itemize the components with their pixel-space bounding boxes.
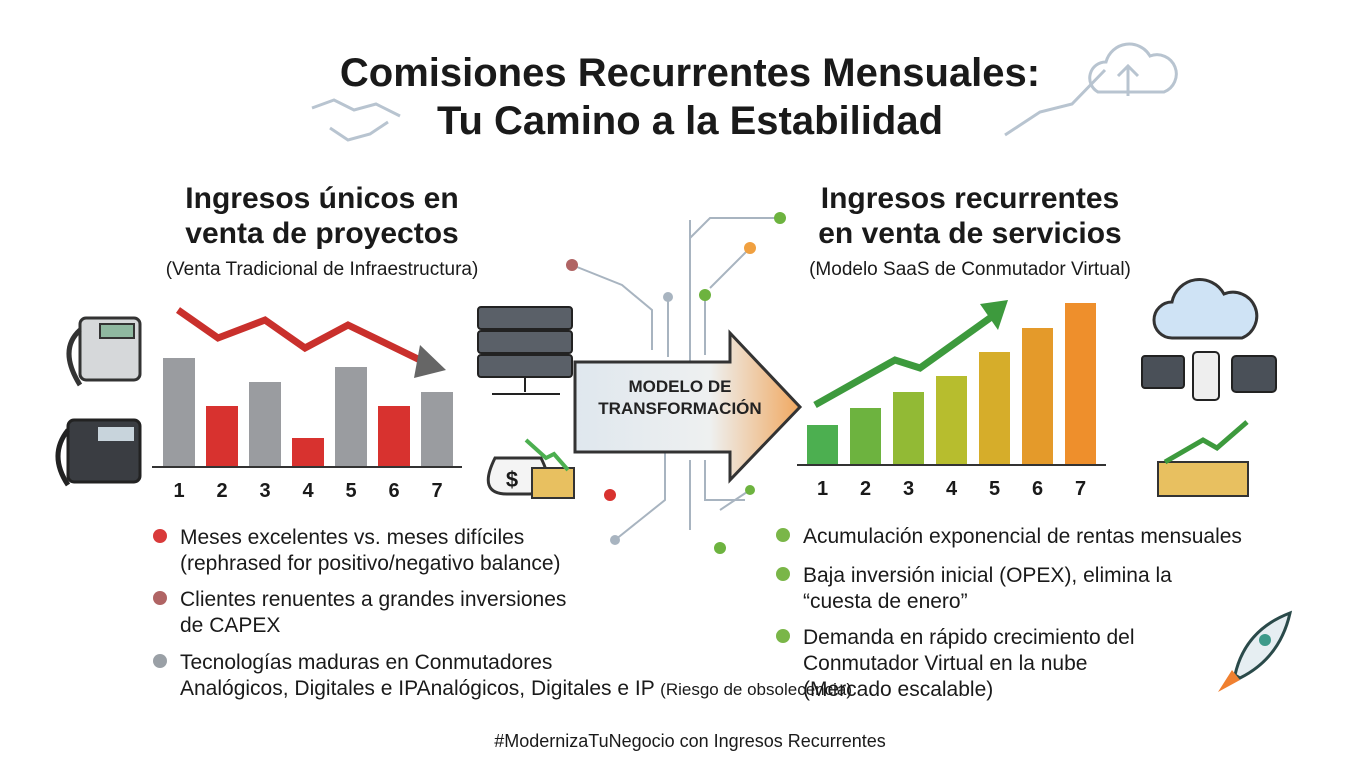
bullet-text: (Mercado escalable) (803, 678, 993, 701)
footer: #ModernizaTuNegocio con Ingresos Recurre… (494, 731, 886, 751)
title: Comisiones Recurrentes Mensuales: (340, 51, 1040, 95)
x-tick-label: 5 (345, 480, 356, 502)
trend-line (813, 315, 993, 409)
bar (850, 408, 881, 465)
x-tick-label: 3 (259, 480, 270, 502)
x-tick-label: 6 (1032, 478, 1043, 500)
bullet-dot (776, 629, 790, 643)
panel-heading: Ingresos recurrentes (821, 182, 1119, 215)
server-icon (477, 306, 573, 395)
x-tick-label: 7 (431, 480, 442, 502)
circuit-lines (571, 217, 780, 541)
trend-line (175, 307, 422, 364)
bullet-text: “cuesta de enero” (803, 590, 968, 613)
bullet-dot (776, 567, 790, 581)
bar (979, 352, 1010, 465)
bullet-text: Baja inversión inicial (OPEX), elimina l… (803, 564, 1172, 587)
x-tick-label: 2 (860, 478, 871, 500)
arrow-text: MODELO DE (629, 377, 732, 396)
bullet-dot (153, 654, 167, 668)
bar (292, 438, 324, 467)
panel-heading: en venta de servicios (818, 217, 1122, 250)
arrow-text: TRANSFORMACIÓN (598, 399, 761, 418)
bar (807, 425, 838, 465)
bullet-text: Demanda en rápido crecimiento del (803, 626, 1135, 649)
x-tick-label: 4 (302, 480, 314, 502)
trend-arrowhead (980, 300, 1008, 330)
bullet-text: Meses excelentes vs. meses difíciles (180, 526, 524, 549)
cloud-devices-icon (1141, 277, 1277, 497)
bar (163, 358, 195, 467)
x-tick-label: 1 (173, 480, 184, 502)
x-tick-label: 5 (989, 478, 1000, 500)
x-tick-label: 1 (817, 478, 828, 500)
bar (893, 392, 924, 465)
trend-arrowhead (414, 345, 446, 378)
bar (936, 376, 967, 465)
title: Tu Camino a la Estabilidad (437, 99, 943, 143)
transformation-arrow (573, 329, 803, 484)
bullet-dot (776, 528, 790, 542)
panel-subheading: (Modelo SaaS de Conmutador Virtual) (809, 259, 1131, 280)
bullet-text: (rephrased for positivo/negativo balance… (180, 552, 561, 575)
bullet-note: (Riesgo de obsolecencia) (660, 680, 852, 699)
bullet-dot (153, 591, 167, 605)
bullet-text: Tecnologías maduras en Conmutadores (180, 651, 552, 674)
x-tick-label: 6 (388, 480, 399, 502)
x-tick-label: 3 (903, 478, 914, 500)
money-bag-icon: $ (486, 438, 575, 499)
cloud-icon (1004, 42, 1178, 137)
handshake-icon (311, 98, 401, 142)
panel-subheading: (Venta Tradicional de Infraestructura) (166, 259, 479, 280)
rocket-icon (1218, 610, 1293, 692)
x-tick-label: 4 (946, 478, 958, 500)
bar (1022, 328, 1053, 465)
bar (206, 406, 238, 467)
bullet-text: de CAPEX (180, 614, 280, 637)
bar (421, 392, 453, 467)
bar (249, 382, 281, 467)
bullet-text: Acumulación exponencial de rentas mensua… (803, 525, 1242, 548)
bar (335, 367, 367, 467)
panel-heading: Ingresos únicos en (185, 182, 458, 215)
panel-heading: venta de proyectos (185, 217, 458, 250)
bullet-text: Conmutador Virtual en la nube (803, 652, 1087, 675)
circuit-dots (566, 212, 786, 554)
x-tick-label: 7 (1075, 478, 1086, 500)
bullet-text: Analógicos, Digitales e IP (417, 677, 655, 700)
bullet-text: Clientes renuentes a grandes inversiones (180, 588, 566, 611)
svg-text:$: $ (506, 467, 518, 492)
x-tick-label: 2 (216, 480, 227, 502)
phone-icon (55, 316, 142, 487)
bullet-line: Analógicos, Digitales e IPAnalógicos, Di… (180, 677, 852, 700)
bar (1065, 303, 1096, 465)
bullet-dot (153, 529, 167, 543)
bar (378, 406, 410, 467)
